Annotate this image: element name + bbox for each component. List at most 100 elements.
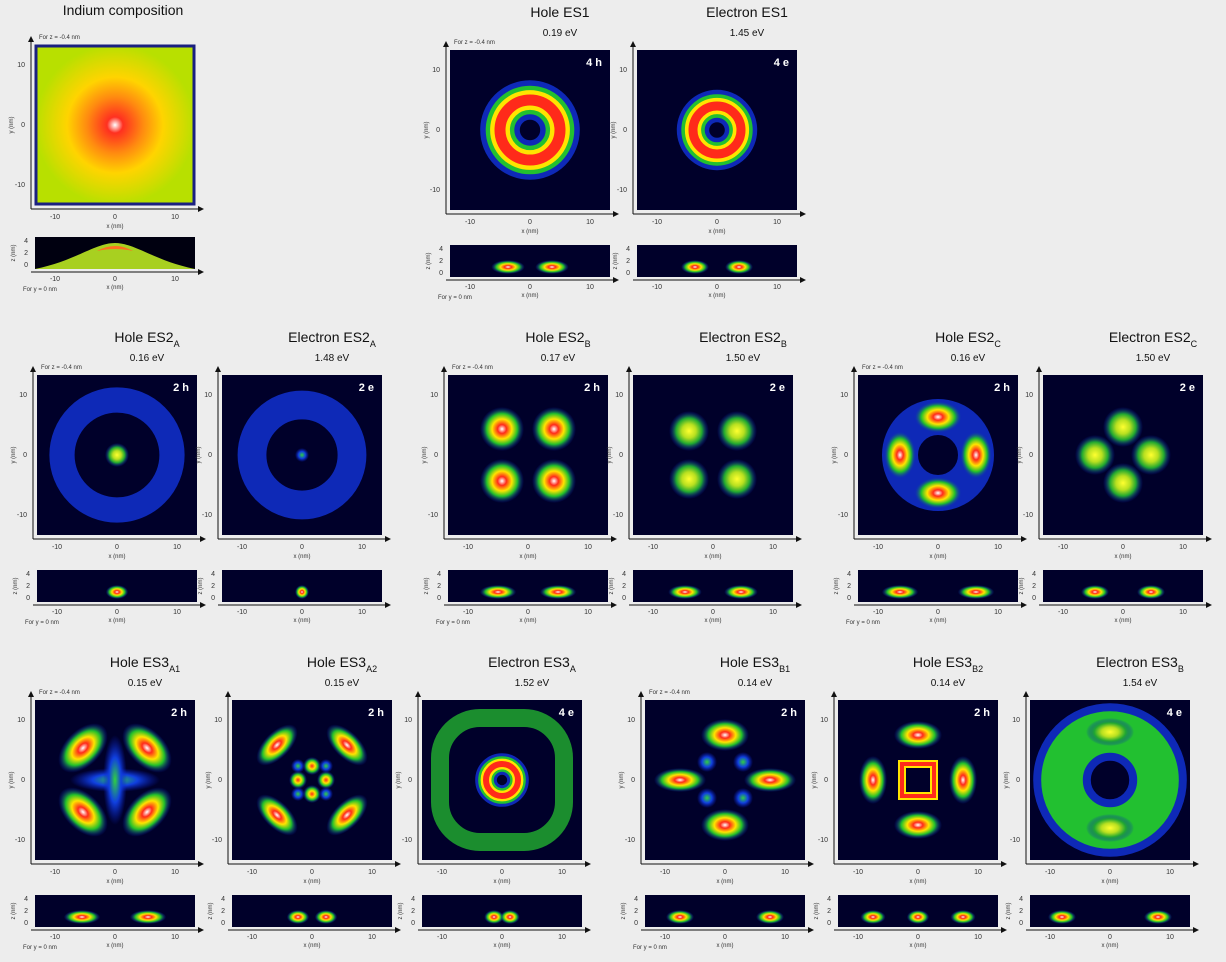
title-text: Electron ES2: [699, 329, 781, 345]
density-ring: [49, 387, 185, 523]
density-lobe: [129, 910, 167, 924]
y-tick-label: -10: [402, 837, 412, 844]
z-tick-label: 0: [211, 595, 215, 602]
density-lobe: [256, 794, 298, 836]
panel-title: Hole ES3A2: [307, 654, 377, 674]
energy-label: 0.16 eV: [130, 353, 165, 364]
strip-background: [637, 245, 797, 277]
panel: Hole ES2B 0.17 eV For z = -0.4 nm For y = 0…: [422, 329, 617, 626]
degeneracy-label: 2 h: [584, 382, 600, 394]
strip-x-tick-label: 0: [916, 934, 920, 941]
x-tick-label: -10: [465, 219, 475, 226]
density-lobe: [725, 260, 753, 274]
strip-x-axis-label: x (nm): [1115, 618, 1132, 624]
z-axis-label: z (nm): [11, 903, 17, 920]
y-tick-label: 10: [17, 62, 25, 69]
strip-x-tick-label: -10: [873, 609, 883, 616]
strip-background: [858, 570, 1018, 602]
strip-x-tick-label: 10: [586, 284, 594, 291]
z-tick-label: 4: [411, 896, 415, 903]
panel: Hole ES2C 0.16 eV For z = -0.4 nm For y = 0…: [832, 329, 1027, 626]
cross-section: [35, 237, 195, 269]
x-tick-label: 10: [173, 544, 181, 551]
density-lobe: [860, 910, 886, 924]
x-tick-label: 0: [528, 219, 532, 226]
degeneracy-label: 2 h: [368, 707, 384, 719]
density-lobe: [894, 811, 942, 839]
energy-label: 0.17 eV: [541, 353, 576, 364]
strip-x-axis-label: x (nm): [1102, 943, 1119, 949]
density-lobe: [539, 585, 577, 599]
z-axis-label: z (nm): [424, 578, 430, 595]
y-axis-label: y (nm): [1004, 772, 1010, 789]
density-lobe: [1144, 910, 1172, 924]
density-lobe: [669, 411, 709, 451]
z-tick-label: 2: [634, 908, 638, 915]
y-axis-label: y (nm): [422, 447, 428, 464]
y-tick-label: -10: [838, 512, 848, 519]
y-axis-label: y (nm): [9, 117, 15, 134]
x-tick-label: 10: [171, 869, 179, 876]
density-lobe: [532, 407, 576, 451]
y-axis-label: y (nm): [832, 447, 838, 464]
strip-x-axis-label: x (nm): [107, 943, 124, 949]
y-axis-label: y (nm): [812, 772, 818, 789]
energy-label: 0.14 eV: [931, 678, 966, 689]
x-axis-label: x (nm): [494, 879, 511, 885]
cross-section: [422, 895, 582, 927]
y-tick-label: -10: [818, 837, 828, 844]
x-tick-label: 10: [368, 869, 376, 876]
title-text: Hole ES2: [525, 329, 584, 345]
title-subscript: A: [174, 339, 180, 349]
note-top: For z = -0.4 nm: [39, 690, 80, 696]
x-axis-label: x (nm): [930, 554, 947, 560]
title-subscript: B1: [779, 664, 790, 674]
density-lobe: [1103, 407, 1143, 447]
z-tick-label: 0: [622, 595, 626, 602]
panel: Electron ES3B 1.54 eV 4 e -10 -10 0 0 10 10 x (nm…: [1004, 654, 1199, 949]
density-ring: [431, 709, 573, 851]
composition-map: [35, 45, 195, 205]
panel: Hole ES2A 0.16 eV For z = -0.4 nm For y = 0…: [11, 329, 206, 626]
z-axis-label: z (nm): [426, 253, 432, 270]
z-tick-label: 4: [622, 571, 626, 578]
z-axis-label: z (nm): [613, 253, 619, 270]
density-lobe: [1103, 463, 1143, 503]
degeneracy-label: 2 h: [994, 382, 1010, 394]
note-top: For z = -0.4 nm: [649, 690, 690, 696]
energy-label: 0.15 eV: [325, 678, 360, 689]
panel-title: Hole ES3B2: [913, 654, 983, 674]
y-tick-label: 10: [1025, 392, 1033, 399]
title-text: Electron ES1: [706, 4, 788, 20]
density-lobe: [756, 910, 784, 924]
cross-section: [37, 570, 197, 602]
density-lobe: [1086, 814, 1134, 842]
density-lobe: [295, 448, 309, 462]
panel: Hole ES3B1 0.14 eV For z = -0.4 nm For y = …: [619, 654, 814, 951]
density-lobe: [669, 459, 709, 499]
title-text: Electron ES3: [1096, 654, 1178, 670]
strip-x-axis-label: x (nm): [709, 293, 726, 299]
x-tick-label: 0: [936, 544, 940, 551]
strip-x-tick-label: -10: [437, 934, 447, 941]
strip-x-axis-label: x (nm): [522, 293, 539, 299]
y-tick-label: -10: [625, 837, 635, 844]
energy-label: 0.15 eV: [128, 678, 163, 689]
density-lobe: [914, 477, 962, 509]
panel-title: Indium composition: [63, 2, 184, 18]
density-lobe: [744, 768, 796, 792]
x-axis-label: x (nm): [1115, 554, 1132, 560]
density-lobe: [733, 788, 753, 808]
title-text: Electron ES3: [488, 654, 570, 670]
note-top: For z = -0.4 nm: [39, 35, 80, 41]
y-tick-label: -10: [613, 512, 623, 519]
density-lobe: [105, 443, 129, 467]
density-lobe: [317, 771, 335, 789]
title-subscript: A: [370, 339, 376, 349]
density-lobe: [914, 401, 962, 433]
z-tick-label: 4: [211, 571, 215, 578]
density-map: [637, 50, 797, 210]
x-tick-label: 10: [584, 544, 592, 551]
energy-label: 1.52 eV: [515, 678, 550, 689]
strip-x-tick-label: -10: [463, 609, 473, 616]
